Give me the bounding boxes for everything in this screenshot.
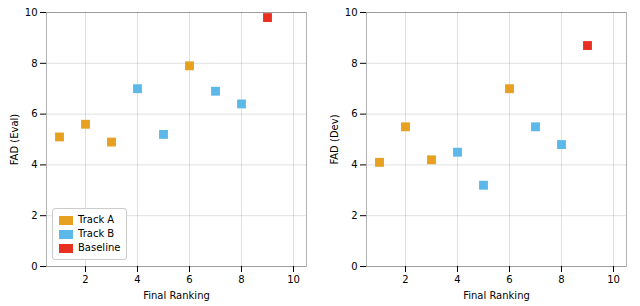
svg-text:4: 4 xyxy=(351,159,357,170)
svg-text:6: 6 xyxy=(506,274,512,285)
svg-text:Final Ranking: Final Ranking xyxy=(143,290,210,301)
svg-text:4: 4 xyxy=(134,274,140,285)
svg-text:10: 10 xyxy=(287,274,300,285)
svg-text:2: 2 xyxy=(82,274,88,285)
svg-text:8: 8 xyxy=(351,58,357,69)
svg-text:0: 0 xyxy=(351,261,357,272)
svg-text:FAD (Dev): FAD (Dev) xyxy=(329,114,340,164)
svg-text:8: 8 xyxy=(558,274,564,285)
svg-text:6: 6 xyxy=(186,274,192,285)
svg-text:Final Ranking: Final Ranking xyxy=(463,290,530,301)
svg-text:6: 6 xyxy=(351,108,357,119)
svg-text:8: 8 xyxy=(238,274,244,285)
svg-text:2: 2 xyxy=(31,210,37,221)
svg-text:0: 0 xyxy=(31,261,37,272)
svg-text:10: 10 xyxy=(607,274,620,285)
html-text:Baseline: Baseline xyxy=(78,242,121,253)
svg-text:6: 6 xyxy=(31,108,37,119)
svg-text:10: 10 xyxy=(345,7,358,18)
svg-text:FAD (Eval): FAD (Eval) xyxy=(9,114,20,166)
svg-text:10: 10 xyxy=(25,7,38,18)
svg-text:4: 4 xyxy=(31,159,37,170)
html-text:Track B: Track B xyxy=(78,228,115,239)
svg-text:8: 8 xyxy=(31,58,37,69)
svg-text:2: 2 xyxy=(402,274,408,285)
html-text:Track A: Track A xyxy=(78,214,115,225)
svg-text:2: 2 xyxy=(351,210,357,221)
svg-text:4: 4 xyxy=(454,274,460,285)
